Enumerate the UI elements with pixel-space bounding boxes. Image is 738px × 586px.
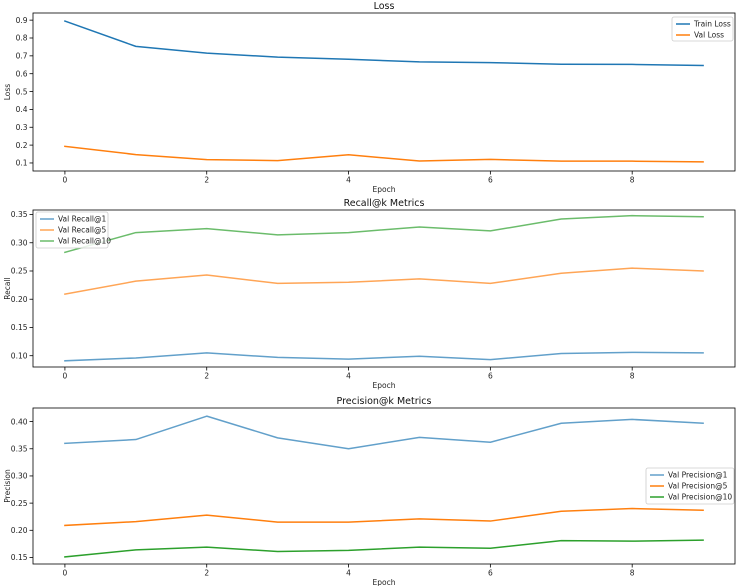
y-tick-label: 0.1 — [16, 159, 28, 168]
y-tick-label: 0.20 — [11, 295, 28, 304]
y-tick-label: 0.25 — [11, 499, 28, 508]
y-tick-label: 0.9 — [16, 16, 28, 25]
legend-label: Val Recall@1 — [58, 215, 106, 224]
y-tick-label: 0.25 — [11, 267, 28, 276]
x-tick-label: 6 — [488, 372, 493, 381]
y-tick-label: 0.15 — [11, 323, 28, 332]
chart-title: Recall@k Metrics — [344, 198, 425, 209]
series-line-val-recall-5 — [64, 267, 704, 296]
y-tick-label: 0.35 — [11, 210, 28, 219]
y-tick-label: 0.7 — [16, 52, 28, 61]
y-axis-label: Recall — [3, 277, 12, 299]
series-line-val-loss — [64, 145, 704, 163]
x-tick-label: 8 — [630, 176, 635, 185]
legend-label: Val Recall@10 — [58, 237, 111, 246]
plot-frame — [32, 407, 736, 565]
x-tick-label: 6 — [488, 569, 493, 578]
series-line-val-precision-10 — [64, 539, 704, 558]
x-tick-label: 2 — [204, 176, 209, 185]
x-tick-label: 2 — [204, 372, 209, 381]
recall-panel: Recall@k Metrics 0 2 4 6 8 0.10 0.15 0.20 0.25 0.3… — [3, 198, 736, 390]
chart-title: Precision@k Metrics — [337, 396, 432, 407]
y-tick-label: 0.35 — [11, 444, 28, 453]
x-axis-label: Epoch — [373, 185, 396, 194]
y-tick-label: 0.10 — [11, 351, 28, 360]
y-tick-label: 0.4 — [16, 105, 28, 114]
x-tick-label: 4 — [346, 569, 351, 578]
legend-label: Val Precision@5 — [668, 482, 728, 491]
series-line-val-recall-1 — [64, 351, 704, 362]
x-tick-label: 8 — [630, 569, 635, 578]
precision-panel: Precision@k Metrics 0 2 4 6 8 0.15 0.20 0.25 0.30… — [3, 396, 736, 586]
chart-title: Loss — [374, 1, 395, 12]
y-tick-label: 0.5 — [16, 87, 28, 96]
loss-panel: Loss 0 2 4 6 8 0.1 0.2 0.3 0.4 0.5 0.6 0.7 0.8 0.9 Epoc… — [3, 1, 736, 194]
y-tick-label: 0.40 — [11, 417, 28, 426]
x-tick-label: 8 — [630, 372, 635, 381]
y-tick-label: 0.30 — [11, 472, 28, 481]
legend-label: Val Recall@5 — [58, 226, 106, 235]
y-axis-label: Precision — [3, 469, 12, 503]
series-line-train-loss — [63, 20, 704, 67]
y-tick-label: 0.20 — [11, 526, 28, 535]
y-tick-label: 0.2 — [16, 141, 28, 150]
y-tick-label: 0.15 — [11, 553, 28, 562]
y-tick-label: 0.30 — [11, 238, 28, 247]
x-tick-label: 0 — [63, 372, 68, 381]
x-tick-label: 0 — [63, 569, 68, 578]
legend-box — [35, 211, 109, 249]
x-tick-label: 6 — [488, 176, 493, 185]
legend-box — [645, 467, 735, 505]
legend-label: Val Precision@10 — [668, 493, 732, 502]
plot-frame — [32, 12, 736, 172]
y-tick-label: 0.3 — [16, 123, 28, 132]
plot-frame — [32, 209, 736, 368]
legend-label: Val Precision@1 — [668, 471, 728, 480]
x-tick-label: 0 — [63, 176, 68, 185]
series-line-val-precision-1 — [64, 415, 704, 450]
y-tick-label: 0.6 — [16, 69, 28, 78]
series-line-val-precision-5 — [64, 507, 704, 527]
legend-label: Train Loss — [693, 20, 731, 29]
x-axis-label: Epoch — [373, 381, 396, 390]
x-tick-label: 4 — [346, 372, 351, 381]
y-axis-label: Loss — [3, 84, 12, 101]
x-tick-label: 4 — [346, 176, 351, 185]
series-line-val-recall-10 — [63, 214, 704, 254]
x-tick-label: 2 — [204, 569, 209, 578]
y-tick-label: 0.8 — [16, 34, 28, 43]
legend-label: Val Loss — [694, 31, 724, 40]
x-axis-label: Epoch — [373, 578, 396, 586]
